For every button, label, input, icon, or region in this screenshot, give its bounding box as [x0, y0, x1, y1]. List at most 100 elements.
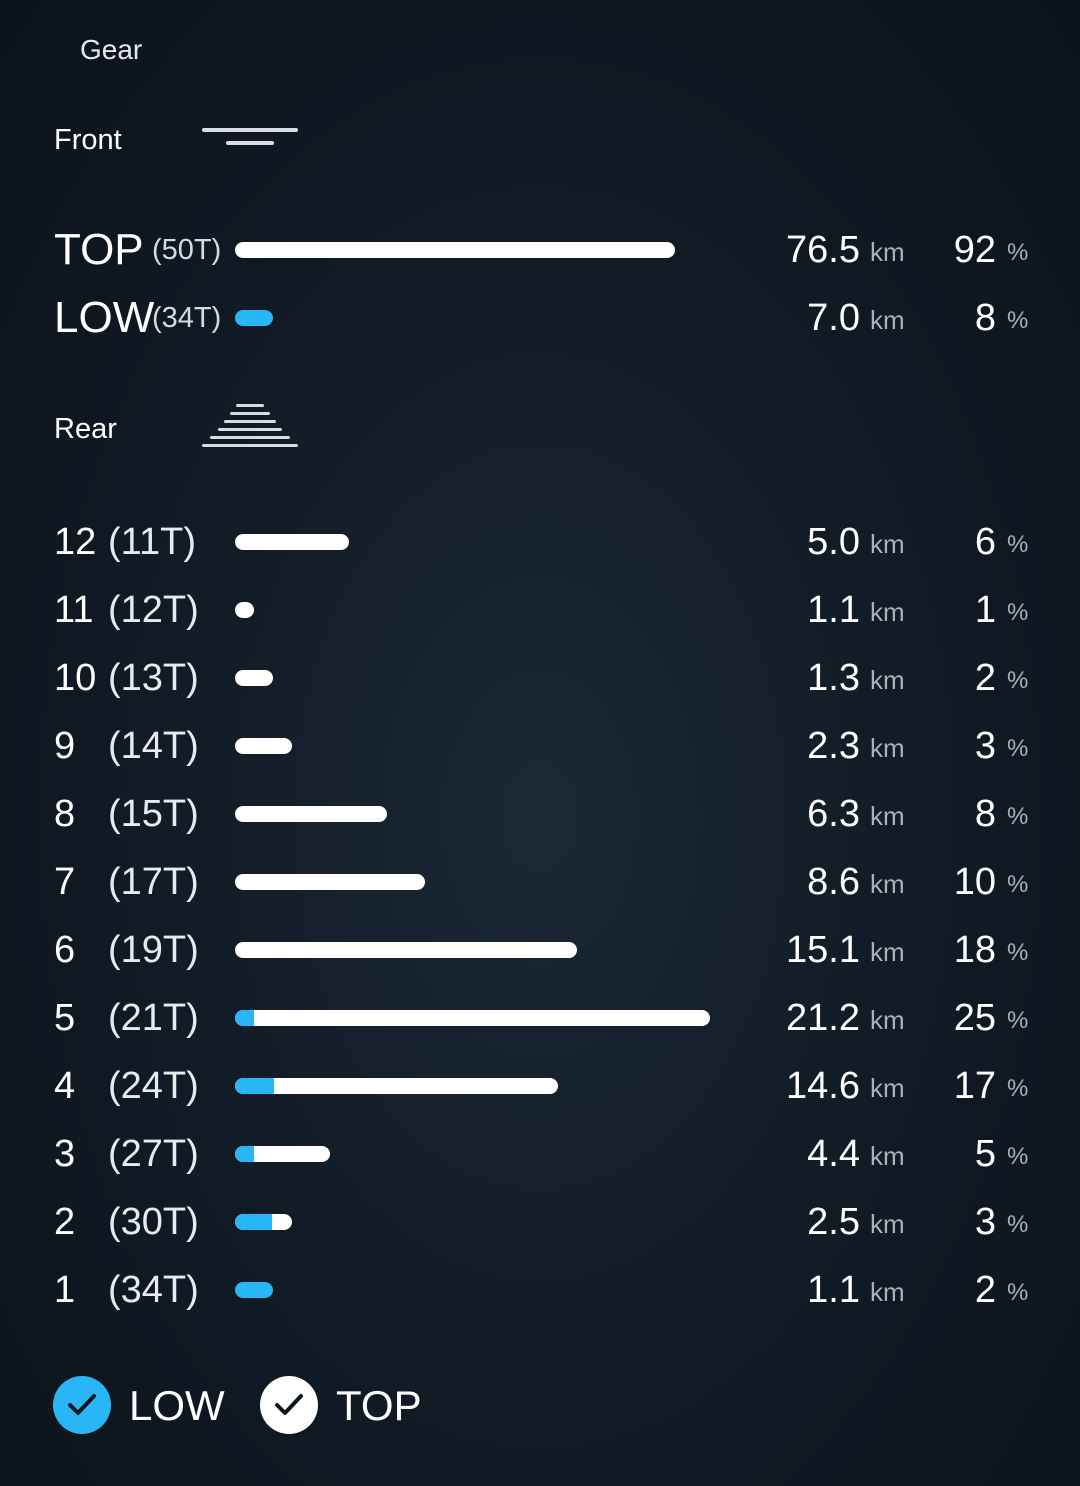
usage-bar — [235, 602, 254, 618]
percent-unit: % — [1007, 307, 1029, 334]
gear-teeth-label: (21T) — [108, 997, 199, 1039]
distance-unit: km — [870, 1141, 905, 1171]
legend-top-label: TOP — [336, 1382, 422, 1429]
percent-unit: % — [1007, 871, 1029, 898]
distance-value: 5.0 — [807, 521, 860, 563]
usage-bar — [235, 738, 292, 754]
usage-bar — [235, 1282, 273, 1298]
gear-position-label: LOW — [54, 293, 155, 342]
gear-number-label: 7 — [54, 861, 76, 903]
percent-value: 10 — [953, 861, 996, 903]
usage-bar — [235, 242, 675, 258]
rear-gear-row: 10 (13T) 1.3 km 2% — [0, 648, 1080, 708]
distance-value: 7.0 — [807, 297, 860, 339]
top-checkbox[interactable] — [260, 1376, 318, 1434]
percent-value: 2 — [974, 1269, 996, 1311]
distance-value: 4.4 — [807, 1133, 860, 1175]
distance-unit: km — [870, 1277, 905, 1307]
gear-number-label: 3 — [54, 1133, 76, 1175]
rear-gear-row: 11 (12T) 1.1 km 1% — [0, 580, 1080, 640]
percent-value: 17 — [953, 1065, 996, 1107]
usage-bar-low-segment — [235, 1214, 272, 1230]
distance-unit: km — [870, 733, 905, 763]
distance-value: 2.3 — [807, 725, 860, 767]
distance-value: 6.3 — [807, 793, 860, 835]
percent-unit: % — [1007, 939, 1029, 966]
usage-bar — [235, 874, 425, 890]
low-checkbox[interactable] — [53, 1376, 111, 1434]
distance-value: 21.2 — [786, 997, 860, 1039]
rear-gear-row: 4 (24T) 14.6 km 17% — [0, 1056, 1080, 1116]
percent-unit: % — [1007, 1007, 1029, 1034]
front-section-label: Front — [54, 124, 122, 156]
usage-bar — [235, 534, 349, 550]
percent-value: 25 — [953, 997, 996, 1039]
percent-value: 1 — [974, 589, 996, 631]
rear-section-label: Rear — [54, 413, 117, 445]
distance-value: 2.5 — [807, 1201, 860, 1243]
usage-bar — [235, 1078, 558, 1094]
gear-teeth-label: (12T) — [108, 589, 199, 631]
rear-gear-row: 7 (17T) 8.6 km 10% — [0, 852, 1080, 912]
legend-top-toggle[interactable]: TOP — [260, 1376, 440, 1436]
rear-gear-row: 1 (34T) 1.1 km 2% — [0, 1260, 1080, 1320]
percent-unit: % — [1007, 1211, 1029, 1238]
percent-unit: % — [1007, 239, 1029, 266]
distance-unit: km — [870, 665, 905, 695]
distance-unit: km — [870, 1209, 905, 1239]
gear-number-label: 4 — [54, 1065, 76, 1107]
gear-number-label: 6 — [54, 929, 76, 971]
percent-value: 18 — [953, 929, 996, 971]
distance-unit: km — [870, 305, 905, 335]
check-icon — [68, 1394, 96, 1415]
rear-gear-row: 12 (11T) 5.0 km 6% — [0, 512, 1080, 572]
distance-value: 1.3 — [807, 657, 860, 699]
percent-unit: % — [1007, 735, 1029, 762]
gear-teeth-label: (13T) — [108, 657, 199, 699]
percent-unit: % — [1007, 803, 1029, 830]
gear-teeth-label: (17T) — [108, 861, 199, 903]
percent-unit: % — [1007, 531, 1029, 558]
distance-unit: km — [870, 1005, 905, 1035]
usage-bar — [235, 1146, 330, 1162]
percent-value: 92 — [953, 229, 996, 271]
legend-low-toggle[interactable]: LOW — [53, 1376, 233, 1436]
gear-teeth-label: (19T) — [108, 929, 199, 971]
gear-number-label: 10 — [54, 657, 97, 699]
distance-value: 1.1 — [807, 1269, 860, 1311]
rear-gear-row: 2 (30T) 2.5 km 3% — [0, 1192, 1080, 1252]
gear-number-label: 2 — [54, 1201, 76, 1243]
check-icon — [275, 1394, 303, 1415]
usage-bar-low-segment — [235, 1146, 254, 1162]
usage-bar-low-segment — [235, 1078, 274, 1094]
percent-value: 3 — [974, 1201, 996, 1243]
distance-value: 15.1 — [786, 929, 860, 971]
rear-cassette-icon — [202, 404, 298, 447]
gear-teeth-label: (11T) — [108, 521, 196, 563]
distance-value: 1.1 — [807, 589, 860, 631]
distance-value: 8.6 — [807, 861, 860, 903]
distance-value: 14.6 — [786, 1065, 860, 1107]
percent-value: 8 — [974, 297, 996, 339]
distance-unit: km — [870, 937, 905, 967]
gear-teeth-label: (27T) — [108, 1133, 199, 1175]
percent-value: 2 — [974, 657, 996, 699]
percent-value: 8 — [974, 793, 996, 835]
usage-bar — [235, 942, 577, 958]
usage-bar — [235, 310, 273, 326]
gear-number-label: 9 — [54, 725, 76, 767]
distance-value: 76.5 — [786, 229, 860, 271]
gear-teeth-label: (24T) — [108, 1065, 199, 1107]
percent-unit: % — [1007, 599, 1029, 626]
percent-unit: % — [1007, 1279, 1029, 1306]
distance-unit: km — [870, 237, 905, 267]
percent-unit: % — [1007, 667, 1029, 694]
usage-bar — [235, 670, 273, 686]
rear-gear-row: 8 (15T) 6.3 km 8% — [0, 784, 1080, 844]
gear-number-label: 12 — [54, 521, 97, 563]
percent-unit: % — [1007, 1143, 1029, 1170]
usage-bar — [235, 806, 387, 822]
distance-unit: km — [870, 529, 905, 559]
front-gear-row: TOP (50T) 76.5 km 92% — [0, 220, 1080, 280]
page-title: Gear — [80, 34, 143, 65]
